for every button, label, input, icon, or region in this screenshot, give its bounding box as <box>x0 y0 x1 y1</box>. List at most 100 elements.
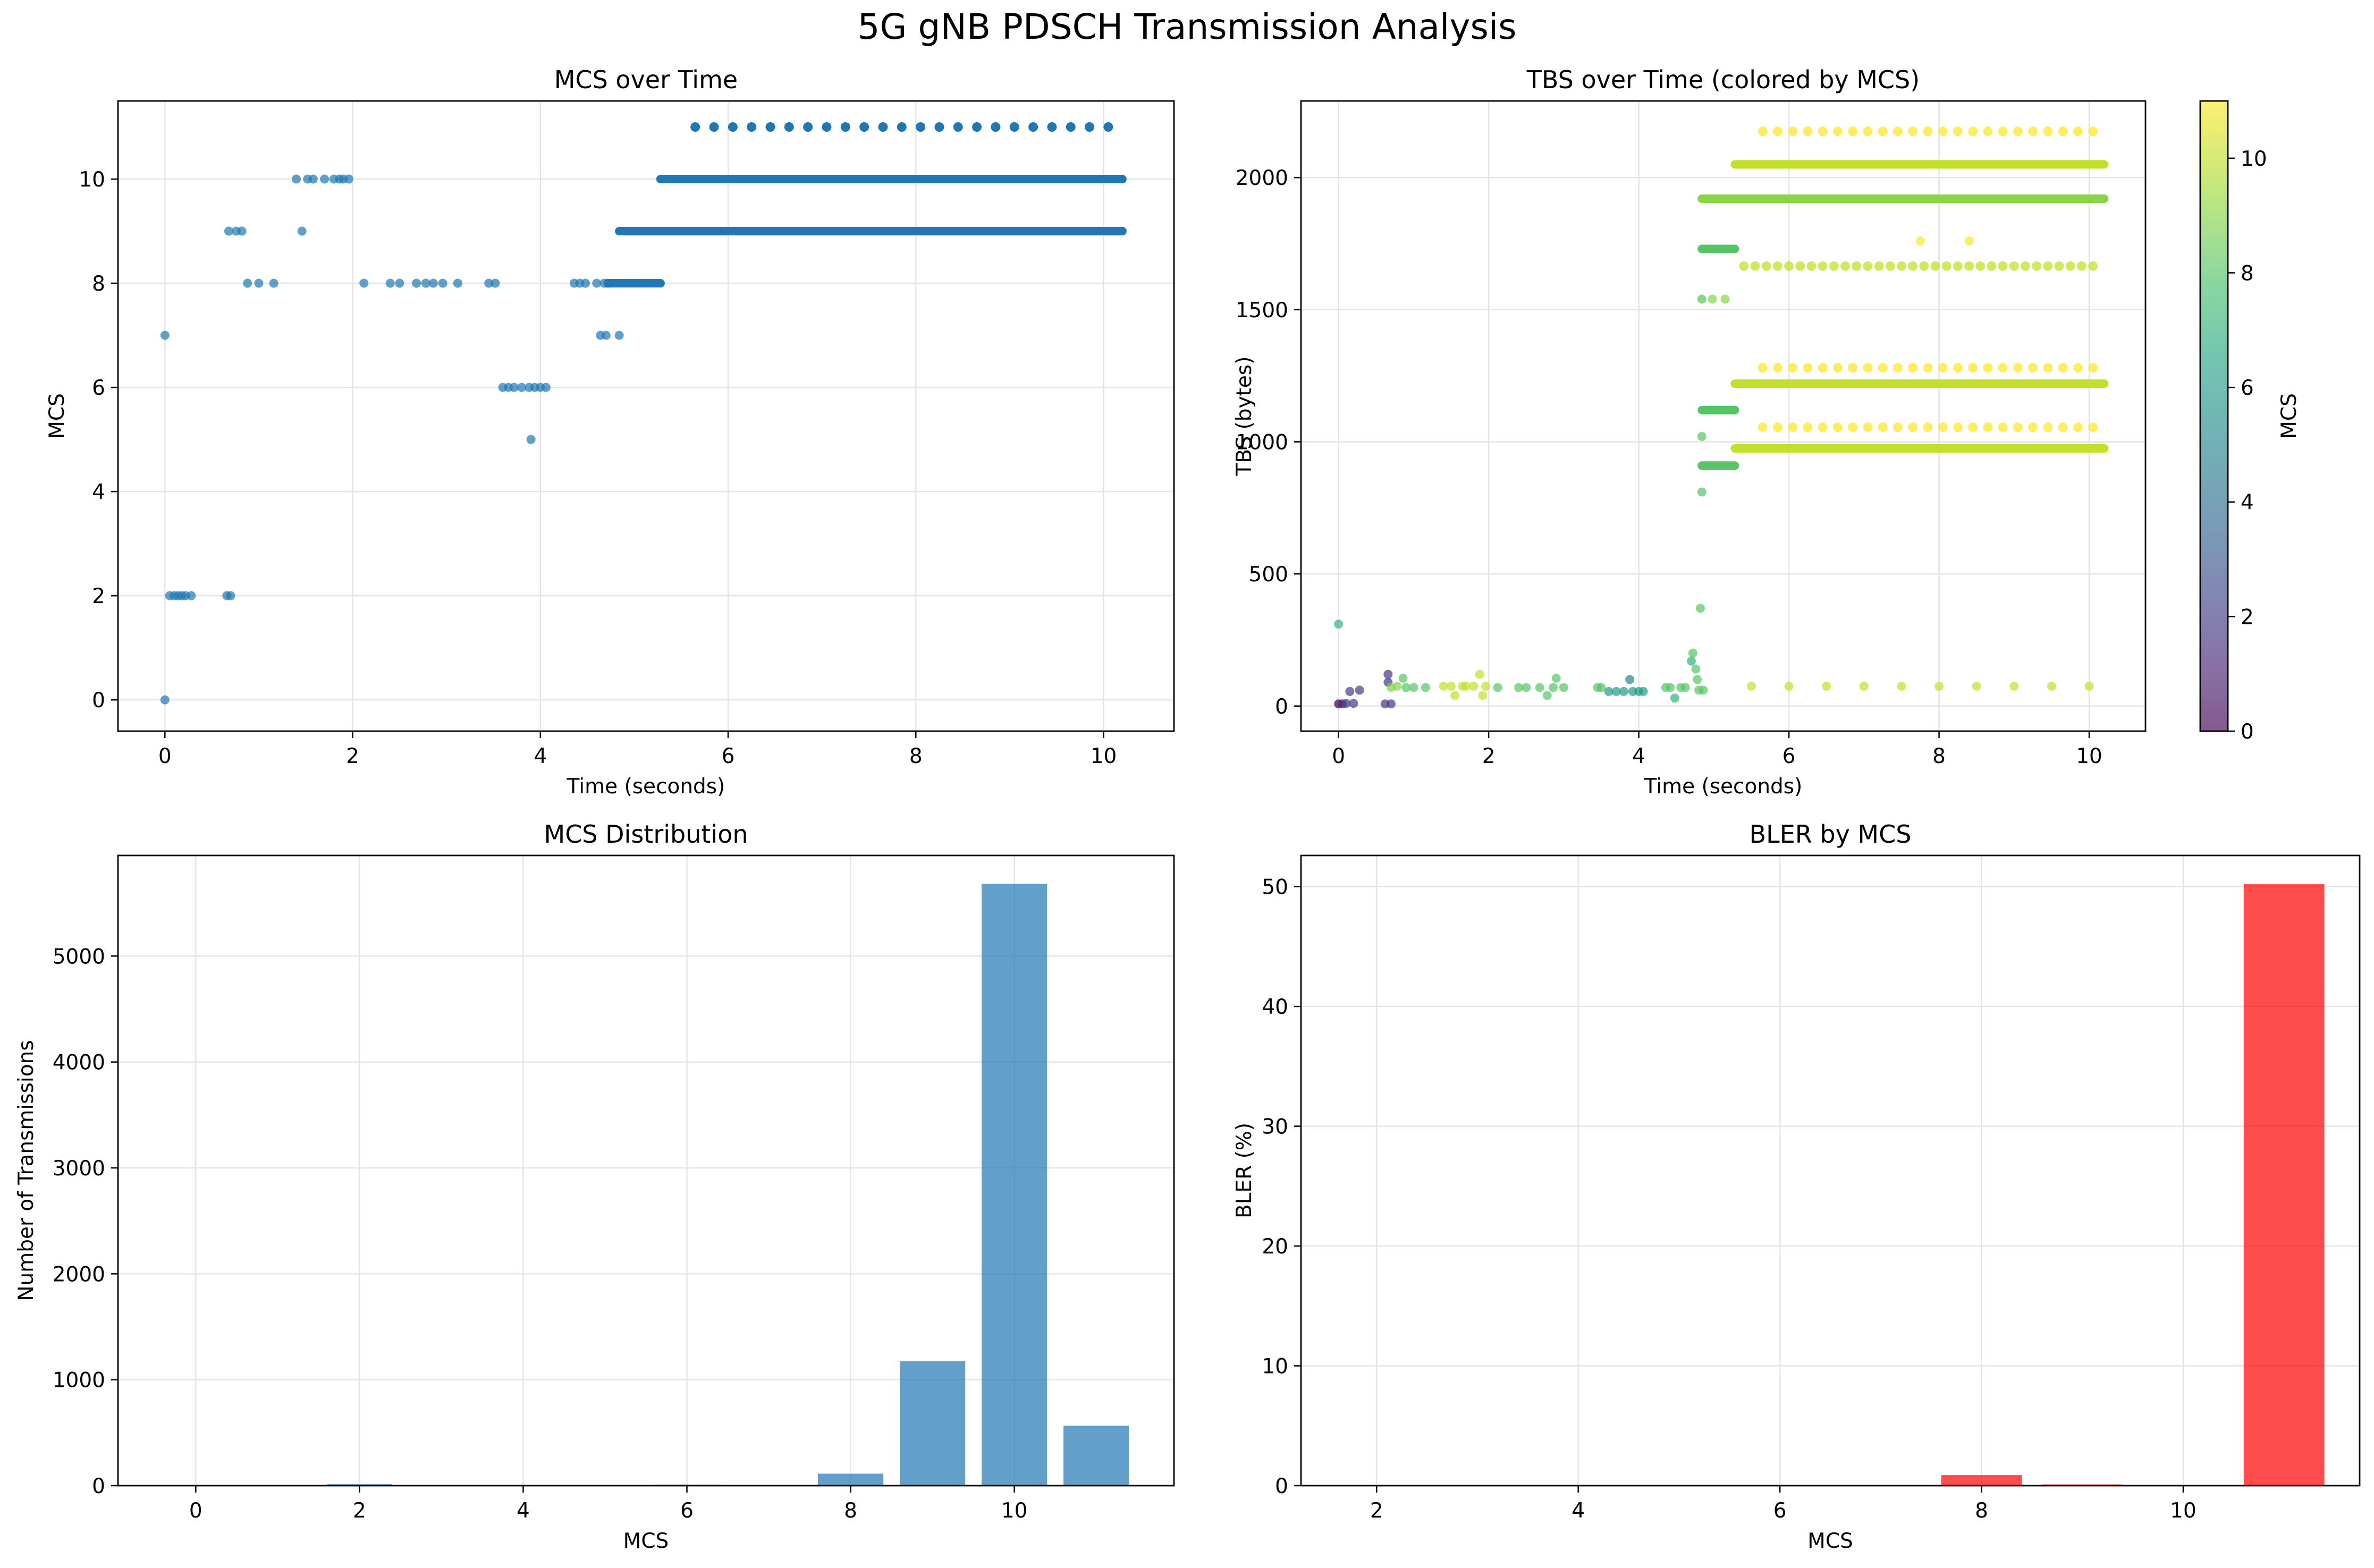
data-point <box>1964 261 1974 271</box>
data-point <box>1818 261 1828 271</box>
bar <box>2243 884 2325 1486</box>
x-tick-label: 4 <box>517 1499 530 1523</box>
x-tick-label: 6 <box>722 744 735 768</box>
data-point <box>1746 681 1756 691</box>
data-point <box>878 122 888 132</box>
data-point <box>1697 487 1706 497</box>
data-point <box>1066 122 1076 132</box>
data-point <box>1103 122 1113 132</box>
data-point <box>1822 681 1831 691</box>
data-point <box>2047 681 2056 691</box>
x-tick-label: 2 <box>353 1499 366 1523</box>
data-point <box>292 174 301 184</box>
data-point <box>1832 422 1843 433</box>
y-tick-label: 4 <box>92 480 105 504</box>
bars <box>1941 884 2325 1486</box>
data-point <box>1750 261 1760 271</box>
data-point <box>1908 126 1918 137</box>
bar <box>1063 1426 1129 1486</box>
data-point <box>1829 261 1839 271</box>
x-tick-label: 10 <box>2076 744 2102 768</box>
x-tick-label: 2 <box>1370 1499 1383 1523</box>
data-point <box>1934 681 1944 691</box>
panel-bler: 2 4 6 8 10 0 10 20 30 40 50 BLER by MCS MCS BLER (%) <box>1232 820 2361 1553</box>
data-point <box>1028 122 1038 132</box>
x-axis-label: MCS <box>623 1529 669 1553</box>
colorbar-label: MCS <box>2277 393 2301 439</box>
data-point <box>1938 422 1948 433</box>
data-point <box>803 122 813 132</box>
data-point <box>243 278 252 288</box>
data-point <box>297 226 307 236</box>
data-point <box>320 174 330 184</box>
x-tick-label: 0 <box>158 744 172 768</box>
data-point <box>1863 422 1873 433</box>
bar <box>982 884 1047 1486</box>
data-point <box>1893 126 1903 137</box>
data-point <box>1522 683 1531 692</box>
data-point <box>2073 422 2083 433</box>
colorbar-tick-label: 10 <box>2241 147 2267 171</box>
data-point <box>1953 261 1963 271</box>
data-point <box>1784 681 1794 691</box>
data-point <box>934 122 944 132</box>
data-point <box>1493 683 1502 692</box>
data-point <box>1596 683 1606 692</box>
colorbar: 0 2 4 6 8 10 MCS <box>2199 100 2301 744</box>
data-point <box>1878 126 1888 137</box>
data-point <box>1859 681 1869 691</box>
panel-title: MCS over Time <box>554 65 738 94</box>
data-point <box>1893 422 1903 433</box>
data-point <box>2058 422 2068 433</box>
data-point <box>2088 126 2098 137</box>
x-tick-label: 4 <box>534 744 547 768</box>
data-point <box>1439 681 1448 691</box>
data-point <box>269 278 278 288</box>
data-point <box>822 122 832 132</box>
data-point <box>1896 261 1906 271</box>
data-point <box>1461 681 1471 691</box>
data-point <box>784 122 794 132</box>
data-point <box>1848 126 1858 137</box>
data-point <box>1941 261 1951 271</box>
data-point <box>1788 363 1798 373</box>
y-tick-label: 40 <box>1262 995 1288 1019</box>
data-point <box>603 278 613 288</box>
data-point <box>2043 261 2053 271</box>
data-point <box>728 122 738 132</box>
data-point <box>2088 363 2098 373</box>
data-point <box>1863 261 1873 271</box>
data-point <box>2088 261 2098 271</box>
data-point <box>2028 126 2038 137</box>
data-point <box>2013 422 2023 433</box>
data-point <box>1923 363 1933 373</box>
bars <box>163 884 1129 1486</box>
data-point <box>1863 126 1873 137</box>
axes-frame <box>1300 854 2361 1487</box>
y-tick-label: 1000 <box>1236 430 1288 454</box>
x-tick-label: 10 <box>1091 744 1117 768</box>
data-point <box>1975 261 1986 271</box>
y-tick-label: 500 <box>1249 563 1288 587</box>
data-point <box>1878 363 1888 373</box>
bar <box>899 1361 966 1486</box>
scatter-points <box>1334 126 2109 709</box>
data-point <box>1611 686 1621 696</box>
x-tick-label: 6 <box>1773 1499 1787 1523</box>
y-tick-label: 1000 <box>53 1369 105 1393</box>
data-point <box>1930 261 1940 271</box>
data-point <box>592 278 602 288</box>
data-point <box>1772 261 1782 271</box>
data-point <box>1893 363 1903 373</box>
data-point <box>1848 363 1858 373</box>
data-point <box>1638 686 1648 696</box>
panel-tbs_time: 0 2 4 6 8 10 0 500 1000 1500 2000 TBS over Time (co… <box>1232 65 2147 799</box>
x-axis-label: MCS <box>1807 1529 1853 1553</box>
data-point <box>509 383 519 392</box>
data-point <box>1938 363 1948 373</box>
data-point <box>1619 686 1628 696</box>
y-tick-label: 10 <box>79 168 105 192</box>
data-point <box>1848 422 1858 433</box>
x-tick-label: 4 <box>1572 1499 1585 1523</box>
data-point <box>1968 126 1978 137</box>
